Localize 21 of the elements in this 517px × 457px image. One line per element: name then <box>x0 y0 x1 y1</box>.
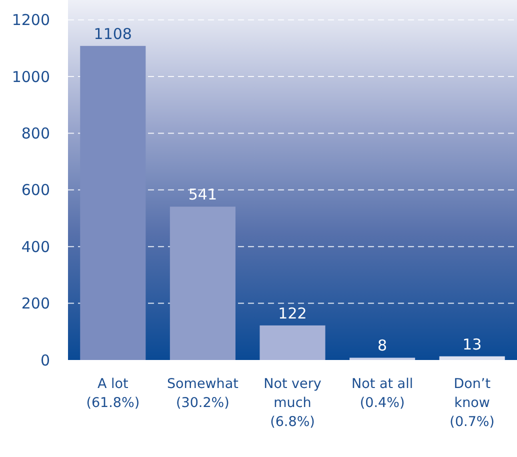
bar <box>260 325 326 360</box>
y-tick-label: 0 <box>40 351 50 370</box>
bar <box>439 356 505 360</box>
data-label: 13 <box>462 335 482 354</box>
x-tick-label: Not very much (6.8%) <box>264 376 322 430</box>
y-tick-label: 600 <box>21 181 50 200</box>
y-tick-label: 200 <box>21 294 50 313</box>
x-tick-label: Don’t know (0.7%) <box>450 376 495 430</box>
bar <box>170 206 236 360</box>
data-label: 541 <box>188 186 218 204</box>
y-tick-label: 1000 <box>12 68 50 86</box>
x-tick-label: Somewhat (30.2%) <box>166 376 238 411</box>
data-label: 8 <box>378 336 388 355</box>
data-label: 1108 <box>94 24 132 43</box>
x-tick-label: Not at all (0.4%) <box>352 376 414 411</box>
y-tick-label: 1200 <box>12 11 50 30</box>
bar <box>80 46 146 360</box>
y-tick-label: 800 <box>21 124 50 142</box>
x-tick-label: A lot (61.8%) <box>86 376 140 411</box>
y-tick-label: 400 <box>21 238 50 256</box>
data-label: 122 <box>278 304 307 322</box>
